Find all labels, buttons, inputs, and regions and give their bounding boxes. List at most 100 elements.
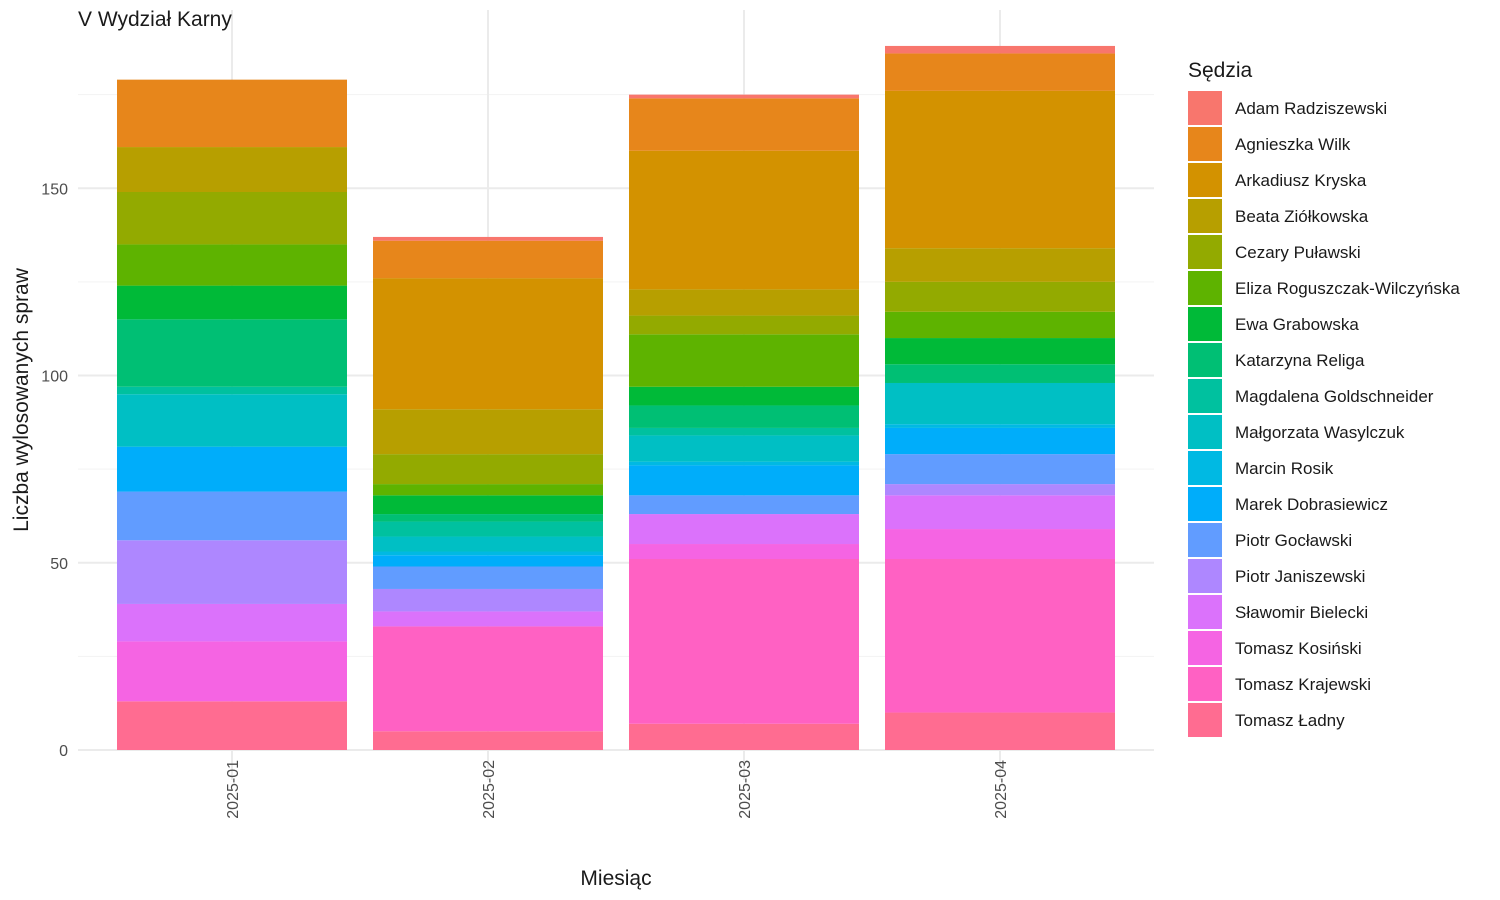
bar-segment (629, 461, 859, 466)
legend-label: Marek Dobrasiewicz (1235, 495, 1388, 514)
bar-segment (629, 723, 859, 750)
bar-segment (117, 244, 347, 286)
bar-segment (117, 319, 347, 387)
bar-segment (373, 731, 603, 750)
legend-swatch (1188, 307, 1222, 341)
bar-segment (629, 544, 859, 560)
bar-segment (373, 495, 603, 515)
legend-label: Małgorzata Wasylczuk (1235, 423, 1405, 442)
bar-segment (629, 435, 859, 462)
legend-label: Cezary Puławski (1235, 243, 1361, 262)
bar-segment (117, 147, 347, 192)
bar-segment (373, 240, 603, 279)
bar-segment (885, 427, 1115, 455)
bar-segment (885, 338, 1115, 365)
bar-segment (117, 191, 347, 245)
legend-label: Eliza Roguszczak-Wilczyńska (1235, 279, 1460, 298)
bar-segment (117, 446, 347, 492)
bar-segment (117, 386, 347, 395)
bar-segment (885, 311, 1115, 339)
bar-segment (629, 405, 859, 428)
bar-segment (885, 45, 1115, 54)
legend-label: Katarzyna Religa (1235, 351, 1365, 370)
legend-swatch (1188, 343, 1222, 377)
legend-swatch (1188, 91, 1222, 125)
bar-segment (629, 465, 859, 496)
bar-segment (117, 701, 347, 750)
legend-swatch (1188, 523, 1222, 557)
x-tick-label: 2025-03 (737, 760, 754, 819)
legend-label: Ewa Grabowska (1235, 315, 1359, 334)
bar-segment (885, 712, 1115, 750)
y-tick-label: 100 (41, 369, 68, 386)
bar-segment (629, 427, 859, 436)
bar-segment (373, 536, 603, 552)
legend-label: Tomasz Krajewski (1235, 675, 1371, 694)
legend-swatch (1188, 703, 1222, 737)
bar-segment (885, 484, 1115, 496)
legend-swatch (1188, 127, 1222, 161)
legend-swatch (1188, 559, 1222, 593)
bar-segment (117, 491, 347, 541)
y-axis-ticks: 0 50 100 150 (41, 181, 68, 760)
bar-segment (373, 236, 603, 241)
bar-segment (373, 278, 603, 410)
legend-label: Piotr Janiszewski (1235, 567, 1365, 586)
bar-segment (885, 248, 1115, 282)
legend-swatch (1188, 667, 1222, 701)
legend-title: Sędzia (1188, 59, 1253, 82)
bar-segment (629, 559, 859, 724)
bar-segment (629, 94, 859, 99)
bars (117, 45, 1115, 750)
y-axis-title: Liczba wylosowanych spraw (10, 267, 33, 532)
bar-segment (373, 555, 603, 567)
legend-label: Magdalena Goldschneider (1235, 387, 1434, 406)
bar-segment (373, 611, 603, 627)
bar-segment (885, 529, 1115, 560)
legend: Sędzia Adam Radziszewski Agnieszka Wilk Ar… (1188, 59, 1460, 737)
legend-swatch (1188, 379, 1222, 413)
bar-segment (885, 495, 1115, 530)
bar-segment (117, 540, 347, 604)
legend-swatch (1188, 271, 1222, 305)
legend-label: Piotr Gocławski (1235, 531, 1352, 550)
bar-segment (885, 382, 1115, 425)
legend-swatch (1188, 235, 1222, 269)
bar-segment (629, 514, 859, 545)
legend-swatch (1188, 631, 1222, 665)
bar-segment (373, 551, 603, 556)
y-tick-label: 150 (41, 181, 68, 198)
bar-segment (117, 603, 347, 642)
y-tick-label: 0 (59, 743, 68, 760)
bar-segment (885, 454, 1115, 485)
legend-swatch (1188, 199, 1222, 233)
legend-label: Tomasz Kosiński (1235, 639, 1362, 658)
bar-segment (629, 289, 859, 316)
bar-segment (373, 514, 603, 522)
bar-segment (117, 641, 347, 702)
x-axis-title: Miesiąc (580, 867, 651, 890)
legend-swatch (1188, 415, 1222, 449)
chart-title: V Wydział Karny (78, 8, 232, 31)
legend-label: Sławomir Bielecki (1235, 603, 1368, 622)
bar-segment (629, 495, 859, 515)
bar-segment (373, 588, 603, 612)
bar-segment (629, 386, 859, 406)
bar-segment (117, 285, 347, 320)
bar-segment (885, 559, 1115, 713)
bar-segment (373, 409, 603, 455)
x-tick-label: 2025-02 (481, 760, 498, 819)
bar-segment (629, 98, 859, 151)
legend-label: Adam Radziszewski (1235, 99, 1387, 118)
bar-segment (629, 315, 859, 335)
bar-segment (629, 150, 859, 290)
x-axis-ticks: 2025-01 2025-02 2025-03 2025-04 (225, 760, 1010, 819)
legend-label: Arkadiusz Kryska (1235, 171, 1367, 190)
bar-segment (373, 626, 603, 732)
bar-segment (373, 454, 603, 485)
bar-segment (373, 521, 603, 537)
bar-segment (885, 424, 1115, 428)
bar-segment (885, 53, 1115, 91)
bar-segment (117, 79, 347, 148)
